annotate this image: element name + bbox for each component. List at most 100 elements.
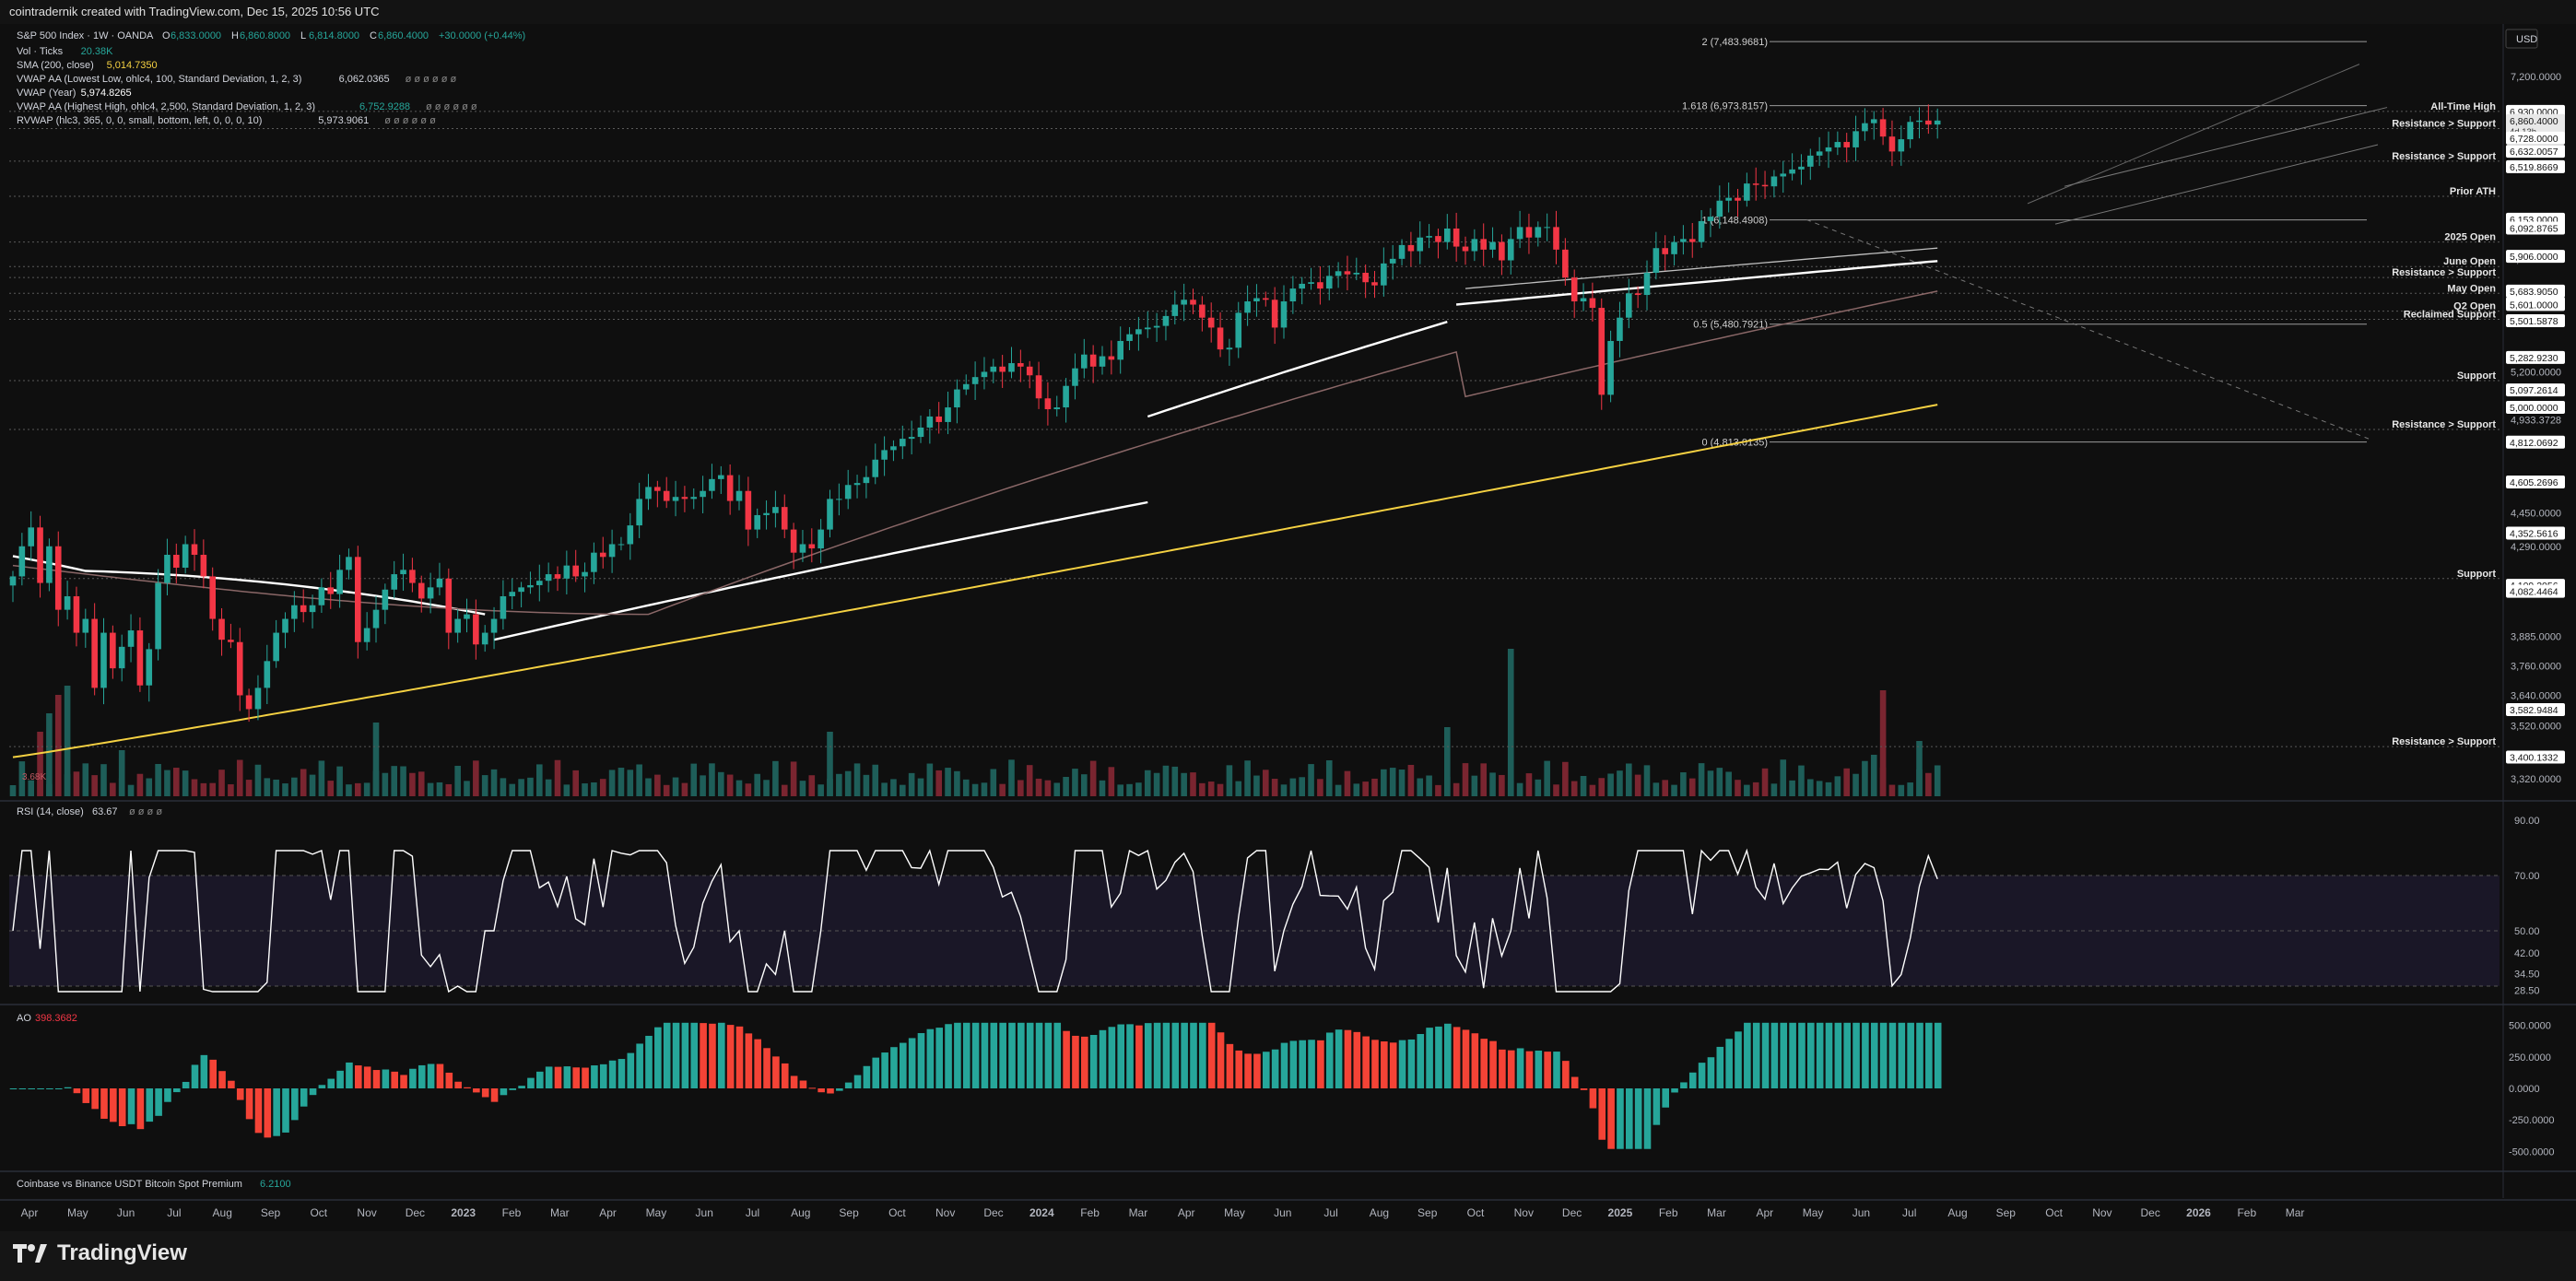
ao-bar [1308,1040,1315,1088]
rsi-pane: RSI (14, close) 63.67 ø ø ø ø [9,806,2500,993]
price-tick-label: 7,200.0000 [2511,72,2561,83]
ao-pane: AO 398.3682 Coinbase vs Binance USDT Bitco… [9,1013,1942,1190]
price-tick-label: 4,450.0000 [2511,509,2561,520]
fib-level-label: 2 (7,483.9681) [1701,37,1768,48]
volume-bar [309,774,316,796]
volume-bar [1653,782,1660,796]
ao-bar [400,1075,407,1088]
volume-bar [509,783,516,796]
volume-bar [300,769,307,796]
candle-body [1317,282,1323,289]
candle-body [1825,147,1832,152]
price-tag-label: 5,282.9230 [2510,353,2558,364]
study-value: 6,752.9288 [359,101,410,112]
candle-body [9,576,17,586]
volume-bar [627,770,634,796]
chart-area[interactable]: 3.68K All-Time High Resistance > Support R… [0,0,2576,1231]
candle-body [1144,327,1151,330]
price-level-label: Resistance > Support [2392,151,2496,162]
candle-body [1798,166,1805,170]
ao-bar [464,1087,471,1088]
candle-body [1244,301,1251,313]
ao-bar [844,1082,853,1088]
ao-bar [863,1065,871,1088]
price-tag-label: 6,728.0000 [2510,134,2558,145]
volume-bar [536,764,543,796]
ao-bar [273,1088,280,1136]
candle-body [182,544,189,568]
volume-bar [1435,784,1441,796]
candle-body [1190,300,1196,305]
candle-body [273,632,279,662]
currency-box [2505,29,2538,49]
candle-body [1789,169,1795,174]
price-tick-label: 5,200.0000 [2511,367,2561,378]
tradingview-logo-icon [13,1244,47,1263]
candle-body [1117,340,1123,360]
volume-bar [1780,759,1787,796]
ao-bar [908,1038,916,1088]
ao-bar [9,1088,18,1089]
price-tag [2506,750,2565,764]
volume-bar [618,768,625,796]
time-tick-label: Apr [1178,1206,1195,1219]
time-tick-label: Aug [213,1206,232,1219]
candle-body [527,584,534,588]
ohlc-key: H [231,30,239,41]
volume-bar [872,764,879,796]
ao-bar [945,1024,952,1088]
price-level-label: Resistance > Support [2392,736,2496,747]
ao-bar [118,1088,126,1127]
ao-bar [1344,1029,1352,1088]
candle-body [1925,120,1932,125]
candle-body [718,475,724,479]
ao-bar [827,1088,834,1094]
ohlc-value: 6,814.8000 [309,30,359,41]
candle-body [1081,354,1088,369]
candle-body [690,497,698,499]
ao-bar [100,1088,108,1119]
volume-bar [1226,765,1233,796]
ao-bar [527,1077,535,1088]
ao-bar [1507,1050,1515,1088]
ao-bar [1925,1022,1933,1088]
ao-bar [1244,1053,1252,1088]
brand[interactable]: TradingView [13,1240,187,1266]
ao-bar [191,1064,199,1088]
volume-bar [1371,778,1378,796]
price-tag [2506,159,2565,173]
ao-bar [1426,1028,1433,1088]
candle-body [1525,227,1533,238]
candle-body [1353,272,1360,275]
time-tick-label: Feb [1659,1206,1678,1219]
candle-body [518,587,524,593]
ao-bar [1417,1033,1425,1088]
ao-bar [1707,1057,1715,1088]
volume-bar [1725,771,1732,796]
time-tick-label: 2023 [451,1206,476,1219]
candle-body [808,544,816,549]
ao-bar [1235,1050,1243,1088]
ao-bar [518,1086,525,1088]
volume-bar [1335,784,1342,796]
ao-bar [127,1088,135,1124]
volume-bar [1217,783,1224,796]
candle-body [1063,385,1069,408]
candle-body [1653,248,1660,273]
candle-body [1026,366,1033,376]
time-tick-label: Feb [1080,1206,1100,1219]
candle-body [264,661,271,688]
volume-bar [481,775,488,796]
time-tick-label: Oct [888,1206,906,1219]
candle-body [1108,356,1115,360]
ao-bar [363,1066,371,1088]
candle-body [799,544,806,553]
ao-bar [1834,1022,1842,1088]
ao-bar [926,1028,935,1088]
volume-bar [827,732,833,796]
candle-body [127,630,135,647]
volume-bar [1798,765,1805,796]
price-tag-label: 6,092.8765 [2510,224,2558,235]
candle-body [1398,244,1406,259]
candle-body [100,632,107,688]
